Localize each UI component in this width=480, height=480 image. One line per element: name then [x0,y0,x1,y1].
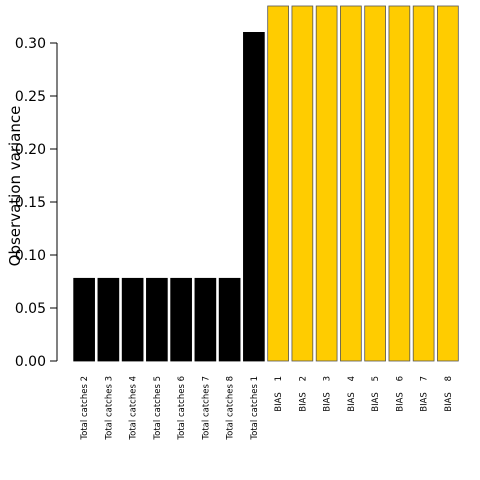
x-axis-labels: Total catches 2 Total catches 3 Total catc… [80,376,454,441]
x-tick-label-15: BIAS 7 [420,376,430,412]
bar-15 [412,5,435,362]
bar-11 [315,5,338,362]
bar-16 [437,5,459,362]
y-axis-title: Observation variance [6,106,24,267]
x-tick-label-8: Total catches 1 [250,376,260,441]
x-tick-label-3: Total catches 4 [129,376,139,441]
bar-5 [170,277,192,362]
bar-8 [243,32,265,362]
x-tick-label-14: BIAS 6 [395,376,405,412]
x-tick-label-13: BIAS 5 [371,376,381,412]
y-tick-label-1: 0.05 [15,301,46,317]
y-tick-label-2: 0.10 [15,248,46,264]
x-tick-label-1: Total catches 2 [80,376,90,441]
x-tick-label-16: BIAS 8 [444,376,454,412]
x-tick-label-11: BIAS 3 [323,376,333,412]
bar-1 [73,277,95,362]
y-tick-label-0: 0.00 [15,354,46,370]
y-tick-label-4: 0.20 [15,142,46,158]
x-tick-label-6: Total catches 7 [201,376,211,441]
bar-4 [146,277,168,362]
bar-12 [340,5,362,362]
x-tick-label-7: Total catches 8 [226,376,236,441]
bar-7 [218,277,241,362]
bars-group [73,5,459,362]
bar-10 [291,5,314,362]
x-tick-label-5: Total catches 6 [177,376,187,441]
x-tick-label-2: Total catches 3 [104,376,114,441]
bar-3 [121,277,144,362]
bar-13 [364,5,386,362]
y-tick-label-3: 0.15 [15,195,46,211]
x-tick-label-9: BIAS 1 [274,376,284,412]
y-tick-label-6: 0.30 [15,36,46,52]
x-tick-label-12: BIAS 4 [347,376,357,412]
bar-14 [388,5,411,362]
bar-9 [267,5,289,362]
bar-6 [194,277,217,362]
x-tick-label-4: Total catches 5 [153,376,163,441]
x-tick-label-10: BIAS 2 [298,376,308,412]
bar-2 [97,277,120,362]
y-axis: 0.00 0.05 0.10 0.15 0.20 0.25 0.30 [15,36,58,370]
y-tick-label-5: 0.25 [15,89,46,105]
